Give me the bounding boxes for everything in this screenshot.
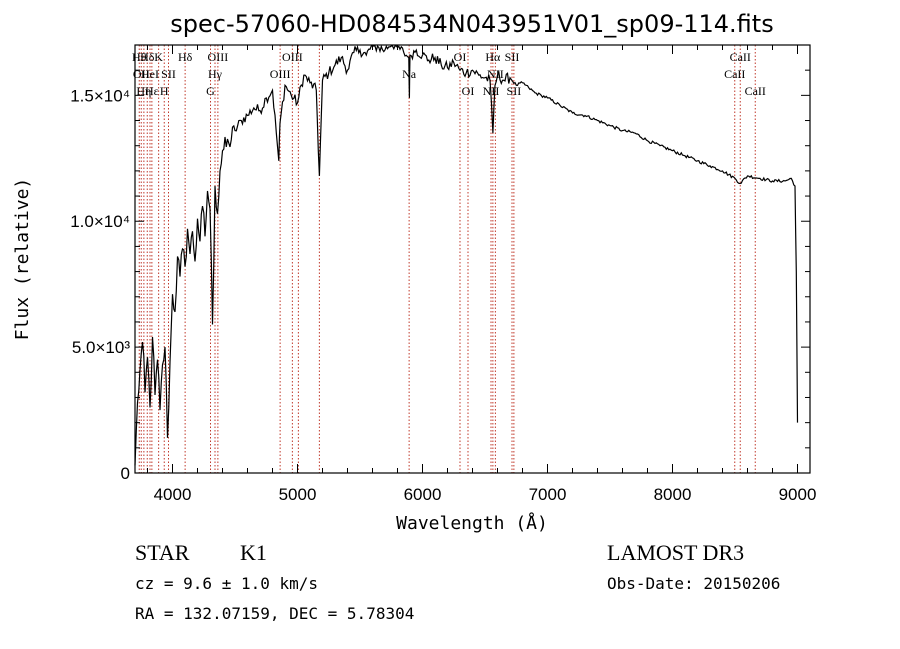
spectral-line-label: SII — [505, 50, 520, 64]
y-axis-label: Flux (relative) — [12, 178, 33, 341]
spectral-line-label: Hα — [485, 50, 501, 64]
spectral-line-label: Hθ — [132, 50, 147, 64]
spectral-line-label: OIII — [282, 50, 303, 64]
coordinates-text: RA = 132.07159, DEC = 5.78304 — [135, 604, 414, 623]
x-tick-label: 5000 — [279, 485, 317, 504]
x-axis-ticks: 4000 5000 6000 7000 8000 9000 — [147, 45, 817, 504]
spectral-lines-layer — [138, 45, 756, 473]
spectral-line-label: HeI — [141, 67, 159, 81]
x-tick-label: 8000 — [654, 485, 692, 504]
spectral-line-label: SII — [161, 67, 176, 81]
spectral-line-label: Hγ — [208, 67, 223, 81]
spectral-line-label: OI — [462, 84, 475, 98]
object-subclass: K1 — [240, 540, 267, 565]
spectral-line-label: SII — [507, 84, 522, 98]
x-tick-label: 7000 — [529, 485, 567, 504]
y-tick-label: 1.0×10⁴ — [70, 212, 130, 231]
y-tick-label: 0 — [121, 464, 130, 483]
spectral-line-label: Hε — [145, 84, 159, 98]
spectral-line-labels-layer: HθOIIHηHδHeIHεKHSIIHδGHγOIIIOIIIOIIINaOI… — [132, 50, 766, 98]
spectral-line-label: CaII — [724, 67, 745, 81]
spectrum-series-line — [134, 44, 799, 466]
x-tick-label: 4000 — [154, 485, 192, 504]
spectral-line-label: OI — [454, 50, 467, 64]
redshift-text: cz = 9.6 ± 1.0 km/s — [135, 574, 318, 593]
spectral-line-label: G — [206, 84, 215, 98]
survey-name: LAMOST DR3 — [607, 540, 744, 565]
x-tick-label: 9000 — [779, 485, 817, 504]
spectral-line-label: CaII — [745, 84, 766, 98]
spectral-line-label: OIII — [208, 50, 229, 64]
y-tick-label: 1.5×10⁴ — [70, 86, 130, 105]
spectral-line-label: CaII — [730, 50, 751, 64]
plot-frame — [134, 44, 811, 474]
spectral-line-label: Hδ — [178, 50, 193, 64]
object-class: STAR — [135, 540, 190, 565]
y-tick-label: 5.0×10³ — [72, 338, 130, 357]
spectral-line-label: Hη — [136, 84, 151, 98]
spectral-line-label: H — [160, 84, 169, 98]
spectral-line-label: Hδ — [140, 50, 155, 64]
y-axis-ticks: 0 5.0×10³ 1.0×10⁴ 1.5×10⁴ — [70, 44, 810, 483]
x-tick-label: 6000 — [404, 485, 442, 504]
chart-title: spec-57060-HD084534N043951V01_sp09-114.f… — [170, 10, 773, 38]
spectral-line-label: OIII — [270, 67, 291, 81]
x-axis-label: Wavelength (Å) — [396, 512, 548, 534]
spectral-line-label: K — [154, 50, 163, 64]
observation-date: Obs-Date: 20150206 — [607, 574, 780, 593]
